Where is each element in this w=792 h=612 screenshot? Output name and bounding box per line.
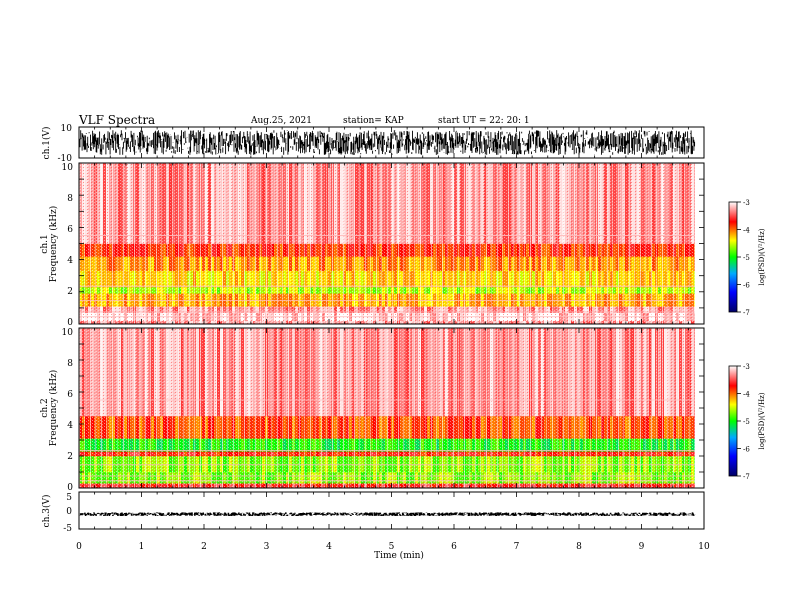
ch1-ytick-top: 10	[61, 124, 73, 134]
ch1-spectrogram-colorbar-tick-label: -7	[743, 309, 750, 317]
ch1-spec-ylabel-ch: ch.1	[40, 234, 50, 253]
ch3-ytick-bottom: -5	[63, 524, 72, 534]
ch2-colorbar-label: log(PSD)(V²/Hz)	[758, 392, 766, 449]
ch2-spectrogram-colorbar-tick-label: -6	[743, 446, 750, 454]
ch1-spectrogram-colorbar-tick-label: -3	[743, 199, 750, 207]
x-tick-label: 0	[76, 542, 82, 552]
ch2-spectrogram-ytick-label: 4	[67, 421, 73, 431]
ch2-spec-ylabel-ch: ch.2	[40, 398, 50, 417]
ch1-spectrogram-texture	[79, 163, 695, 324]
ch3-waveform-trace	[79, 512, 696, 516]
x-tick-label: 5	[389, 542, 395, 552]
ch1-spectrogram-panel: 0 2 4 6 8 10 ch.1 Frequency (kHz)	[40, 162, 705, 328]
ch1-colorbar: -3 -4 -5 -6 -7 log(PSD)(V²/Hz)	[728, 199, 766, 317]
ch1-spectrogram-ytick-label: 0	[67, 318, 73, 328]
ch1-spectrogram-ytick-label: 8	[67, 194, 73, 204]
ch3-ylabel: ch.3(V)	[41, 495, 52, 528]
ch2-spectrogram-colorbar-tick-label: -4	[743, 391, 750, 399]
ch2-spectrogram-ytick-label: 6	[67, 390, 73, 400]
ch1-ytick-bottom: -10	[58, 154, 73, 164]
ch2-spectrogram-colorbar-tick-label: -3	[743, 363, 750, 371]
ch1-spectrogram-ytick-label: 10	[62, 163, 74, 173]
date-label: Aug.25, 2021	[251, 116, 312, 126]
ch1-ylabel: ch.1(V)	[41, 127, 52, 160]
x-tick-label: 7	[514, 542, 520, 552]
ch1-spectrogram-ytick-label: 2	[67, 287, 73, 297]
figure-title: VLF Spectra	[79, 113, 156, 127]
x-axis-label: Time (min)	[374, 550, 424, 561]
ch2-spectrogram-ytick-label: 10	[62, 328, 74, 338]
ch2-spectrogram-colorbar-tick-label: -7	[743, 473, 750, 481]
ch2-spec-ylabel-freq: Frequency (kHz)	[48, 370, 59, 447]
x-tick-label: 3	[264, 542, 270, 552]
ch3-ytick-top: 5	[66, 493, 72, 503]
x-tick-label: 1	[139, 542, 145, 552]
station-label: station= KAP	[343, 116, 404, 126]
ch2-spectrogram-ytick-label: 0	[67, 483, 73, 493]
ch2-spectrogram-panel: 0 2 4 6 8 10 ch.2 Frequency (kHz)	[40, 327, 705, 493]
x-tick-label: 4	[326, 542, 332, 552]
ch2-spectrogram-ytick-label: 8	[67, 359, 73, 369]
ch1-spectrogram-colorbar-tick-label: -6	[743, 282, 750, 290]
ch1-spectrogram-colorbar-tick-label: -4	[743, 227, 750, 235]
ch1-waveform-panel: 10 -10 ch.1(V)	[41, 124, 705, 164]
x-tick-label: 6	[451, 542, 457, 552]
ch2-spectrogram-colorbar-tick-label: -5	[743, 418, 750, 426]
ch1-waveform-trace	[79, 130, 696, 155]
x-tick-label: 10	[698, 542, 710, 552]
x-tick-label: 9	[639, 542, 645, 552]
ch1-spectrogram-ytick-label: 4	[67, 256, 73, 266]
ch3-ytick-mid: 0	[66, 507, 72, 517]
x-tick-label: 2	[201, 542, 207, 552]
start-time-label: start UT = 22: 20: 1	[438, 116, 530, 126]
ch1-spectrogram-ytick-label: 6	[67, 225, 73, 235]
ch1-spec-ylabel-freq: Frequency (kHz)	[48, 206, 59, 283]
ch3-waveform-panel: 5 0 -5 ch.3(V)	[41, 491, 705, 534]
ch2-colorbar: -3 -4 -5 -6 -7 log(PSD)(V²/Hz)	[728, 363, 766, 481]
ch1-spectrogram-colorbar-tick-label: -5	[743, 254, 750, 262]
ch1-colorbar-label: log(PSD)(V²/Hz)	[758, 228, 766, 285]
ch2-spectrogram-texture	[79, 328, 695, 488]
ch2-spectrogram-ytick-label: 2	[67, 452, 73, 462]
x-tick-label: 8	[576, 542, 582, 552]
